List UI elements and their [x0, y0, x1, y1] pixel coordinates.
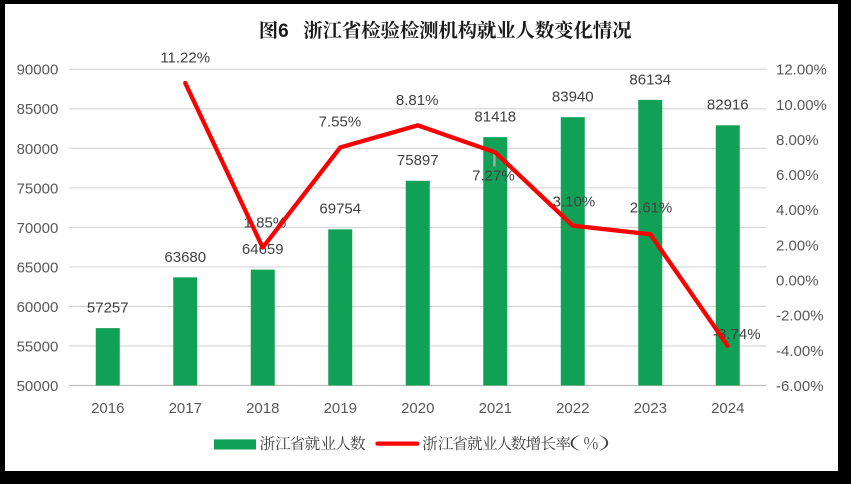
svg-text:2021: 2021: [479, 400, 512, 417]
svg-text:57257: 57257: [87, 300, 129, 317]
svg-text:2023: 2023: [634, 400, 667, 417]
svg-text:-4.00%: -4.00%: [776, 343, 824, 360]
svg-text:7.55%: 7.55%: [319, 114, 362, 131]
svg-text:-6.00%: -6.00%: [776, 378, 824, 395]
svg-text:4.00%: 4.00%: [776, 202, 819, 219]
svg-text:75897: 75897: [397, 152, 439, 169]
svg-text:75000: 75000: [17, 180, 59, 197]
svg-text:10.00%: 10.00%: [776, 97, 827, 114]
svg-text:70000: 70000: [17, 220, 59, 237]
svg-text:8.81%: 8.81%: [396, 92, 439, 109]
svg-text:2022: 2022: [556, 400, 589, 417]
svg-text:81418: 81418: [474, 109, 516, 126]
svg-text:65000: 65000: [17, 259, 59, 276]
svg-text:69754: 69754: [319, 201, 361, 218]
svg-text:2019: 2019: [324, 400, 357, 417]
svg-text:2.61%: 2.61%: [630, 200, 673, 217]
svg-text:83940: 83940: [552, 89, 594, 106]
svg-text:7.27%: 7.27%: [472, 168, 515, 185]
svg-text:2017: 2017: [169, 400, 202, 417]
svg-text:2.00%: 2.00%: [776, 237, 819, 254]
svg-text:85000: 85000: [17, 101, 59, 118]
svg-text:3.10%: 3.10%: [553, 194, 596, 211]
svg-text:12.00%: 12.00%: [776, 62, 827, 79]
svg-text:-2.00%: -2.00%: [776, 308, 824, 325]
svg-text:82916: 82916: [707, 97, 749, 114]
svg-text:60000: 60000: [17, 299, 59, 316]
svg-text:2024: 2024: [711, 400, 744, 417]
svg-text:55000: 55000: [17, 338, 59, 355]
svg-text:50000: 50000: [17, 378, 59, 395]
svg-text:6: 6: [278, 21, 289, 42]
svg-text:2016: 2016: [91, 400, 124, 417]
svg-text:0.00%: 0.00%: [776, 273, 819, 290]
svg-text:2018: 2018: [246, 400, 279, 417]
svg-text:86134: 86134: [629, 71, 671, 88]
svg-text:80000: 80000: [17, 141, 59, 158]
svg-text:63680: 63680: [164, 249, 206, 266]
svg-text:90000: 90000: [17, 62, 59, 79]
svg-text:8.00%: 8.00%: [776, 132, 819, 149]
svg-text:6.00%: 6.00%: [776, 167, 819, 184]
svg-text:11.22%: 11.22%: [160, 49, 210, 66]
svg-text:2020: 2020: [401, 400, 434, 417]
